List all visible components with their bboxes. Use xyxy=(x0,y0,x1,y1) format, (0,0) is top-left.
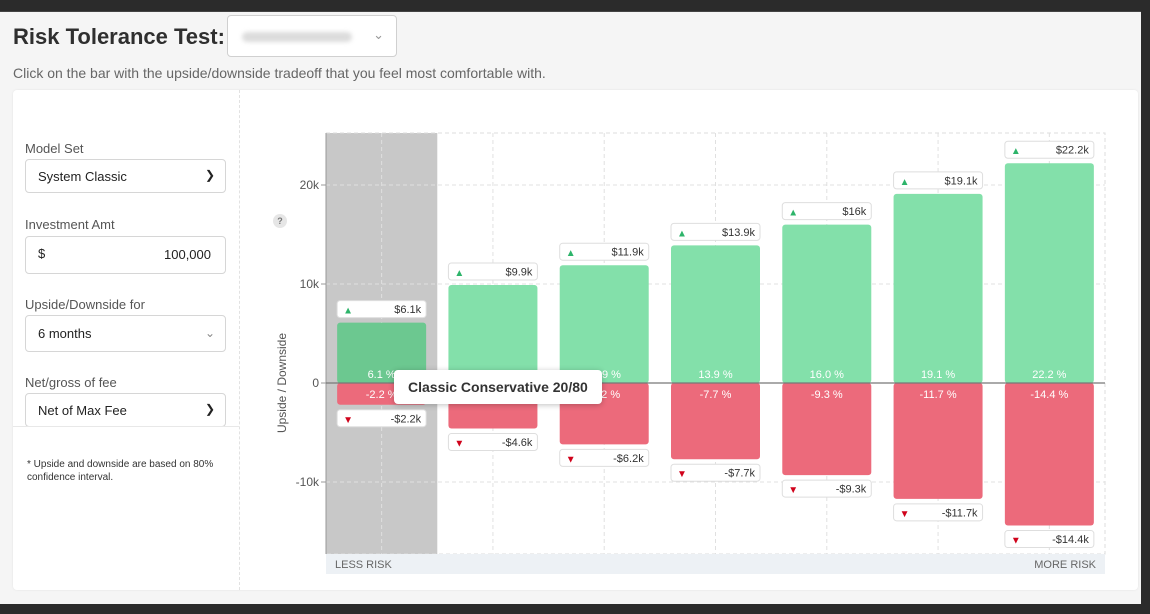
chevron-down-icon: ⌄ xyxy=(373,27,384,42)
upside-value-box xyxy=(336,300,427,319)
upside-value-label: $13.9k xyxy=(722,227,756,239)
downside-value-box xyxy=(893,503,984,522)
less-risk-label: LESS RISK xyxy=(335,559,393,571)
y-tick-label: 20k xyxy=(300,178,320,192)
model-set-label: Model Set xyxy=(25,141,84,156)
help-icon[interactable]: ? xyxy=(273,214,287,228)
risk-chart: 20k 10k 0 -10k Upside / Downside LESS RISK MOR… xyxy=(275,132,1106,574)
downside-bar[interactable] xyxy=(893,383,983,499)
confidence-note: * Upside and downside are based on 80% c… xyxy=(27,459,214,483)
model-set-value: System Classic xyxy=(38,169,127,184)
investment-value: 100,000 xyxy=(164,247,211,262)
upside-percent-label: 13.9 % xyxy=(698,369,732,381)
upside-percent-label: 19.1 % xyxy=(921,369,955,381)
downside-percent-label: -9.3 % xyxy=(811,389,843,401)
downside-bar[interactable] xyxy=(1004,383,1094,526)
downside-value-label: -$4.6k xyxy=(502,437,533,449)
up-arrow-icon: ▲ xyxy=(566,248,576,259)
upside-value-label: $9.9k xyxy=(506,266,533,278)
down-arrow-icon: ▼ xyxy=(677,469,687,480)
upside-value-box xyxy=(893,171,984,190)
downside-value-label: -$9.3k xyxy=(836,484,867,496)
downside-value-box xyxy=(781,479,872,498)
fee-label: Net/gross of fee xyxy=(25,375,117,390)
model-set-select[interactable]: System Classic ❯ xyxy=(25,159,226,193)
down-arrow-icon: ▼ xyxy=(1011,536,1021,547)
upside-percent-label: 16.0 % xyxy=(810,369,844,381)
upside-value-box xyxy=(447,262,538,281)
fee-select[interactable]: Net of Max Fee ❯ xyxy=(25,393,226,427)
downside-percent-label: -14.4 % xyxy=(1030,389,1068,401)
upside-value-label: $22.2k xyxy=(1056,145,1090,157)
upside-value-box xyxy=(559,242,650,261)
upside-percent-label: 22.2 % xyxy=(1032,369,1066,381)
main-panel: Model Set System Classic ❯ Investment Am… xyxy=(13,90,1138,590)
risk-axis-band xyxy=(326,554,1105,574)
y-tick-label: 10k xyxy=(300,277,320,291)
up-arrow-icon: ▲ xyxy=(454,268,464,279)
upside-bar[interactable] xyxy=(893,193,983,383)
investment-label: Investment Amt xyxy=(25,217,115,232)
upside-value-box xyxy=(781,202,872,221)
settings-sidebar: Model Set System Classic ❯ Investment Am… xyxy=(13,90,240,590)
upside-downside-label: Upside/Downside for xyxy=(25,297,145,312)
upside-bar[interactable] xyxy=(1004,163,1094,383)
downside-bar[interactable] xyxy=(782,383,872,476)
up-arrow-icon: ▲ xyxy=(788,208,798,219)
chevron-down-icon: ❯ xyxy=(204,402,215,416)
upside-bar[interactable] xyxy=(448,284,538,383)
up-arrow-icon: ▲ xyxy=(677,228,687,239)
upside-value-label: $11.9k xyxy=(611,247,644,259)
upside-bar[interactable] xyxy=(782,224,872,383)
client-name-blurred xyxy=(242,32,352,42)
downside-value-label: -$6.2k xyxy=(613,453,644,465)
chevron-down-icon: ❯ xyxy=(204,168,215,182)
client-select[interactable]: ⌄ xyxy=(227,15,397,57)
page-title: Risk Tolerance Test: xyxy=(13,24,225,49)
upside-bar[interactable] xyxy=(559,265,649,383)
upside-bar[interactable] xyxy=(671,245,760,383)
upside-value-label: $16k xyxy=(842,206,866,218)
fee-value: Net of Max Fee xyxy=(38,403,127,418)
upside-value-box xyxy=(670,222,761,241)
y-tick-label: 0 xyxy=(312,376,319,390)
down-arrow-icon: ▼ xyxy=(900,509,910,520)
upside-bar[interactable] xyxy=(337,322,427,383)
up-arrow-icon: ▲ xyxy=(1011,146,1021,157)
downside-value-label: -$11.7k xyxy=(942,507,978,519)
investment-input[interactable]: $ 100,000 xyxy=(25,236,226,274)
downside-value-box xyxy=(559,448,650,467)
chevron-down-icon: ⌄ xyxy=(204,326,215,340)
sidebar-divider xyxy=(13,426,239,427)
period-select[interactable]: 6 months ⌄ xyxy=(25,315,226,352)
downside-value-box xyxy=(670,463,761,482)
up-arrow-icon: ▲ xyxy=(900,177,910,188)
portfolio-tooltip: Classic Conservative 20/80 xyxy=(394,370,602,404)
upside-value-label: $19.1k xyxy=(945,175,979,187)
downside-percent-label: -2.2 % xyxy=(366,389,398,401)
upside-value-label: $6.1k xyxy=(394,304,421,316)
downside-value-box xyxy=(336,409,427,428)
upside-value-box xyxy=(1004,140,1095,159)
downside-percent-label: -7.7 % xyxy=(700,389,732,401)
downside-value-label: -$2.2k xyxy=(391,413,422,425)
downside-value-label: -$7.7k xyxy=(724,468,755,480)
more-risk-label: MORE RISK xyxy=(1034,559,1096,571)
period-value: 6 months xyxy=(38,326,92,341)
downside-value-box xyxy=(1004,530,1095,549)
y-tick-label: -10k xyxy=(296,475,320,489)
instructions-text: Click on the bar with the upside/downsid… xyxy=(13,65,546,81)
downside-value-box xyxy=(447,433,538,452)
down-arrow-icon: ▼ xyxy=(343,415,353,426)
down-arrow-icon: ▼ xyxy=(566,454,576,465)
down-arrow-icon: ▼ xyxy=(788,485,798,496)
downside-percent-label: -11.7 % xyxy=(920,389,957,401)
downside-value-label: -$14.4k xyxy=(1052,534,1089,546)
upside-percent-label: 6.1 % xyxy=(368,369,396,381)
y-axis-title: Upside / Downside xyxy=(275,333,289,433)
up-arrow-icon: ▲ xyxy=(343,306,353,317)
down-arrow-icon: ▼ xyxy=(454,439,464,450)
currency-symbol: $ xyxy=(38,246,46,261)
downside-bar[interactable] xyxy=(671,383,760,460)
